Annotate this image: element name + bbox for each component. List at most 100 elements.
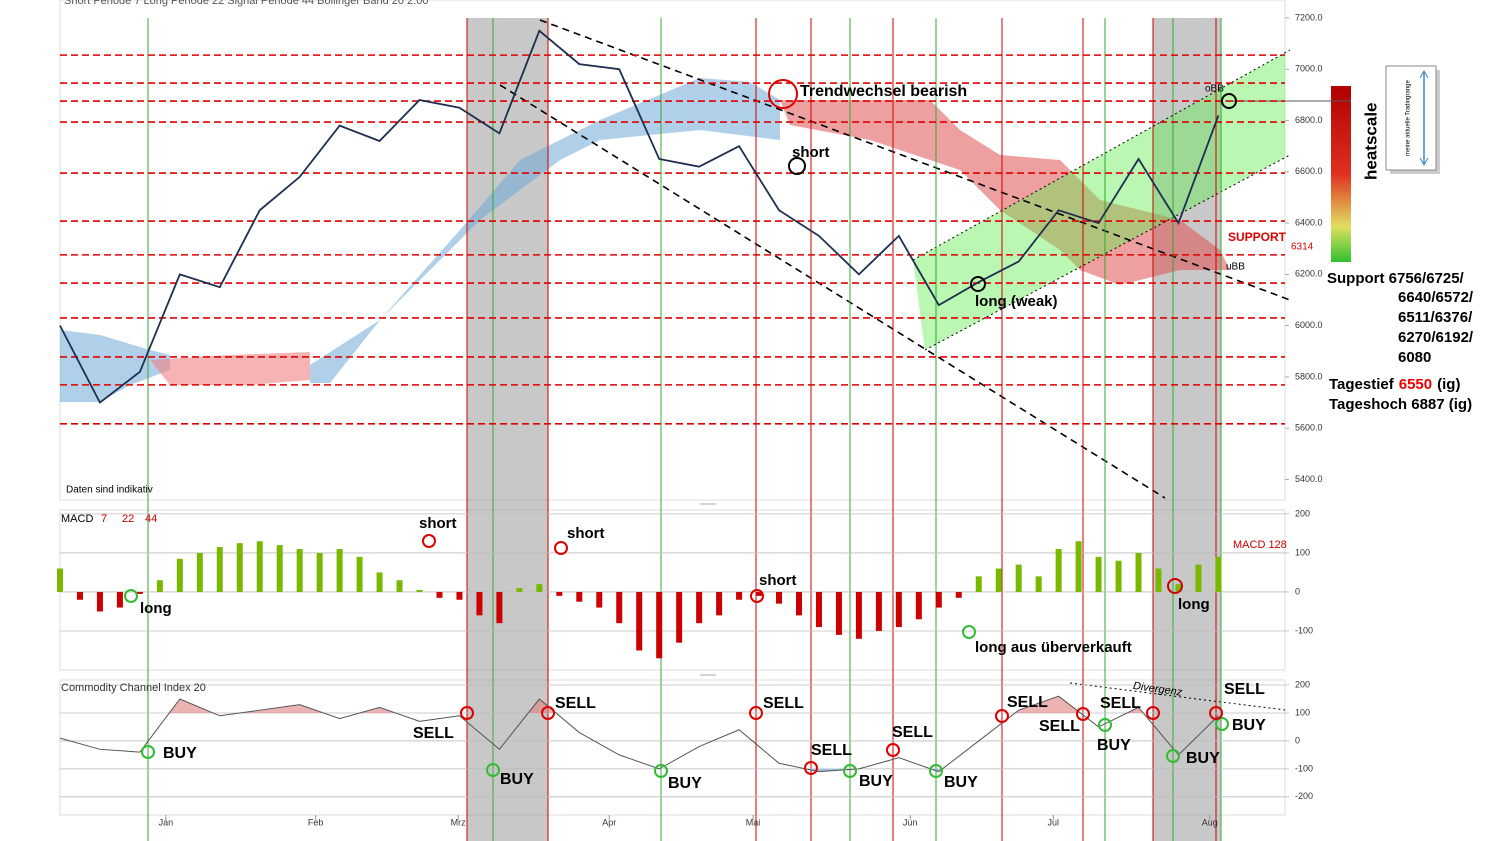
signal-circle [962, 625, 976, 639]
bar [1095, 556, 1102, 592]
y-tick-label: 100 [1295, 707, 1310, 717]
annotation: short [792, 144, 830, 161]
annotation: uBB [1226, 262, 1245, 273]
range-arrow [1419, 69, 1429, 79]
y-tick-label: 7200.0 [1295, 12, 1323, 22]
bar [76, 591, 83, 600]
bar [596, 591, 603, 608]
bar [116, 591, 123, 608]
signal-circle [460, 706, 474, 720]
annotation: SELL [892, 724, 933, 741]
annotation: BUY [944, 774, 978, 791]
bar [1135, 552, 1142, 592]
y-tick-label: 6600.0 [1295, 166, 1323, 176]
x-tick-label: Feb [308, 817, 324, 827]
annotation: long [140, 600, 172, 617]
bar [556, 591, 563, 596]
y-tick-label: 200 [1295, 679, 1310, 689]
y-tick-label: 6200.0 [1295, 269, 1323, 279]
signal-circle [1221, 93, 1237, 109]
y-tick-label: 5800.0 [1295, 371, 1323, 381]
bar [1175, 584, 1182, 592]
tradingrange-label: meine aktuelle Tradingrange [1406, 79, 1412, 155]
bar [436, 591, 443, 598]
x-tick-label: Aug [1202, 817, 1218, 827]
cloud [60, 330, 170, 402]
bar [196, 552, 203, 592]
bar [1115, 560, 1122, 592]
tagestief-text: Tagestief 6550 (ig) [1329, 376, 1460, 393]
heatscale-bar [1331, 86, 1351, 262]
divergence-line [1069, 682, 1286, 711]
y-tick-label: 0 [1295, 586, 1300, 596]
bar [576, 591, 583, 602]
bar [1055, 549, 1062, 592]
signal-circle [1167, 578, 1183, 594]
bar [57, 568, 63, 592]
trend-line [499, 84, 1166, 499]
bar [156, 580, 163, 592]
signal-circle [1076, 707, 1090, 721]
annotation: SUPPORT [1228, 230, 1287, 244]
annotation: 22 [122, 513, 134, 525]
annotation: BUY [668, 775, 702, 792]
channel-line [912, 49, 1291, 261]
series-line [59, 29, 1220, 404]
y-tick-label: 7000.0 [1295, 64, 1323, 74]
annotation: BUY [1186, 750, 1220, 767]
signal-circle [750, 589, 764, 603]
bar [955, 591, 962, 598]
bar [975, 576, 982, 592]
signal-circle [124, 589, 138, 603]
bar [316, 552, 323, 592]
bar [656, 591, 663, 659]
annotation: BUY [163, 745, 197, 762]
y-tick-label: 5400.0 [1295, 474, 1323, 484]
signal-circle [1166, 749, 1180, 763]
bar [1015, 564, 1022, 592]
bar [356, 556, 363, 592]
signal-circle [768, 79, 798, 109]
support-text: 6640/6572/ [1398, 289, 1474, 306]
annotation: MACD [61, 513, 93, 525]
x-tick-label: Apr [602, 817, 616, 827]
bar [496, 591, 503, 624]
cloud [310, 78, 780, 383]
signal-circle [1209, 706, 1223, 720]
annotation: SELL [1007, 694, 1048, 711]
bar [96, 591, 103, 612]
bar [875, 591, 882, 631]
annotation: Trendwechsel bearish [800, 83, 967, 100]
signal-circle [788, 157, 806, 175]
annotation: SELL [555, 695, 596, 712]
bar [795, 591, 802, 616]
signal-circle [970, 276, 986, 292]
series-line [59, 695, 1219, 773]
signal-circle [422, 534, 436, 548]
annotation: MACD 128 [1233, 539, 1287, 551]
support-text: 6511/6376/ [1398, 309, 1473, 326]
y-tick-label: 200 [1295, 508, 1310, 518]
tagestief-part: Tagestief [1329, 376, 1395, 393]
bar [1215, 556, 1222, 592]
bar [256, 541, 263, 592]
bar [756, 591, 763, 596]
bar [676, 591, 683, 643]
y-tick-label: -200 [1295, 791, 1313, 801]
y-tick-label: 6800.0 [1295, 115, 1323, 125]
bar [716, 591, 723, 616]
bar [736, 591, 743, 600]
channel-line [924, 154, 1291, 351]
bar [176, 558, 183, 592]
trend-line [539, 19, 1291, 301]
annotation: SELL [1039, 718, 1080, 735]
signal-circle [141, 745, 155, 759]
signal-circle [554, 541, 568, 555]
y-tick-label: 6400.0 [1295, 217, 1323, 227]
signal-circle [541, 706, 555, 720]
signal-circle [886, 743, 900, 757]
y-tick-label: -100 [1295, 763, 1313, 773]
annotation: 6314 [1291, 242, 1314, 253]
tradingrange-box [1385, 65, 1437, 171]
